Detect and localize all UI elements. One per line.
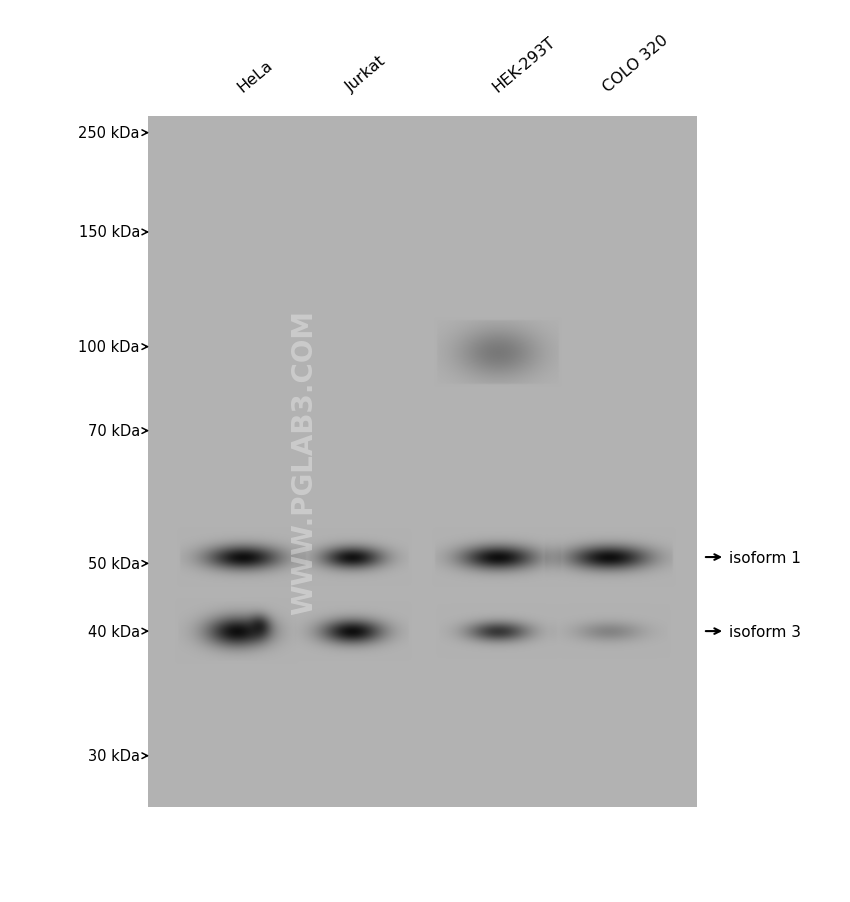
Text: 150 kDa: 150 kDa xyxy=(78,226,140,240)
Text: HEK-293T: HEK-293T xyxy=(490,33,558,95)
Text: 40 kDa: 40 kDa xyxy=(88,624,140,639)
Text: isoform 1: isoform 1 xyxy=(729,550,801,565)
Text: 250 kDa: 250 kDa xyxy=(78,126,140,141)
Text: isoform 3: isoform 3 xyxy=(729,624,801,639)
Text: 70 kDa: 70 kDa xyxy=(88,424,140,438)
Text: Jurkat: Jurkat xyxy=(343,53,388,95)
Text: HeLa: HeLa xyxy=(235,57,275,95)
Text: COLO 320: COLO 320 xyxy=(600,32,671,95)
Text: 50 kDa: 50 kDa xyxy=(88,557,140,571)
Text: 30 kDa: 30 kDa xyxy=(88,749,140,763)
Text: 100 kDa: 100 kDa xyxy=(78,340,140,354)
Text: WWW.PGLAB3.COM: WWW.PGLAB3.COM xyxy=(290,309,318,614)
